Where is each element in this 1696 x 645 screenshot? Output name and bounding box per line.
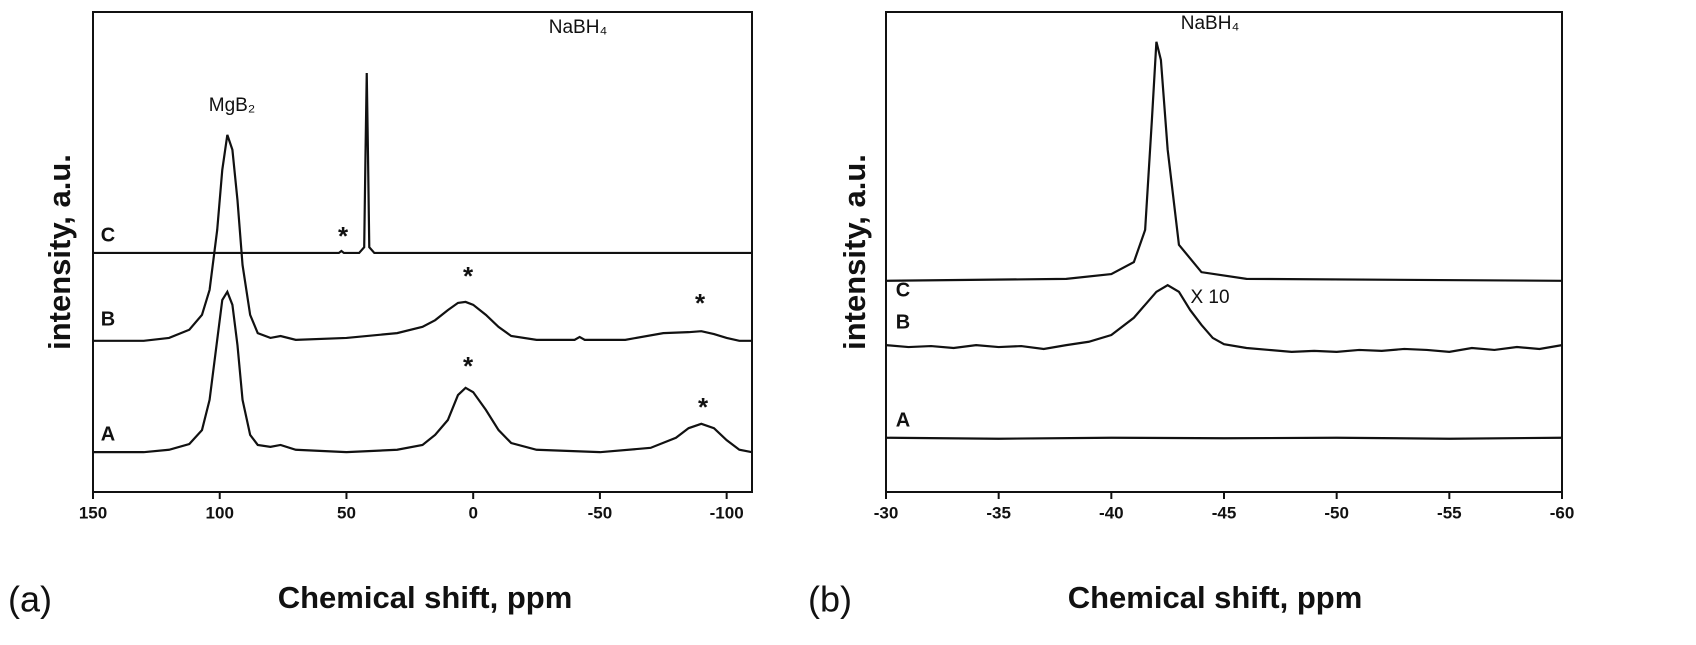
spectrum-line xyxy=(885,41,1563,282)
annotation: NaBH₄ xyxy=(549,17,608,38)
x-tick-label: -100 xyxy=(710,503,744,522)
annotation: X 10 xyxy=(1190,287,1229,308)
x-tick-label: -55 xyxy=(1437,503,1462,522)
x-axis-title: Chemical shift, ppm xyxy=(278,580,573,615)
panel-label: (a) xyxy=(8,579,52,620)
y-axis-title: intensity, a.u. xyxy=(42,154,77,350)
spectrum-line xyxy=(93,134,752,342)
x-tick-label: 50 xyxy=(337,503,356,522)
spectrum-line xyxy=(93,289,753,454)
spectrum-line xyxy=(93,72,752,255)
series-label: A xyxy=(896,409,910,431)
annotation: * xyxy=(698,392,709,422)
x-tick-label: -35 xyxy=(986,503,1011,522)
x-tick-label: 150 xyxy=(79,503,107,522)
series-label: B xyxy=(896,311,910,333)
series-label: A xyxy=(101,423,115,445)
annotation: * xyxy=(695,288,706,318)
x-tick-label: -40 xyxy=(1099,503,1124,522)
annotation: * xyxy=(338,221,349,251)
annotation: * xyxy=(463,351,474,381)
plot-frame xyxy=(885,11,1563,493)
x-tick-label: -50 xyxy=(1324,503,1349,522)
x-axis-title: Chemical shift, ppm xyxy=(1068,580,1363,615)
y-axis-title: intensity, a.u. xyxy=(837,154,872,350)
x-tick-label: -60 xyxy=(1550,503,1575,522)
annotation: NaBH₄ xyxy=(1181,13,1240,34)
series-label: C xyxy=(896,279,910,301)
spectrum-line xyxy=(885,436,1563,440)
x-tick-label: 0 xyxy=(468,503,477,522)
spectrum-line xyxy=(885,283,1563,353)
x-tick-label: -50 xyxy=(588,503,613,522)
x-tick-label: -45 xyxy=(1212,503,1237,522)
x-tick-label: 100 xyxy=(206,503,234,522)
series-label: C xyxy=(101,224,115,246)
series-label: B xyxy=(101,308,115,330)
annotation: MgB₂ xyxy=(209,95,255,116)
panel-label: (b) xyxy=(808,579,852,620)
x-tick-label: -30 xyxy=(874,503,899,522)
annotation: * xyxy=(463,261,474,291)
